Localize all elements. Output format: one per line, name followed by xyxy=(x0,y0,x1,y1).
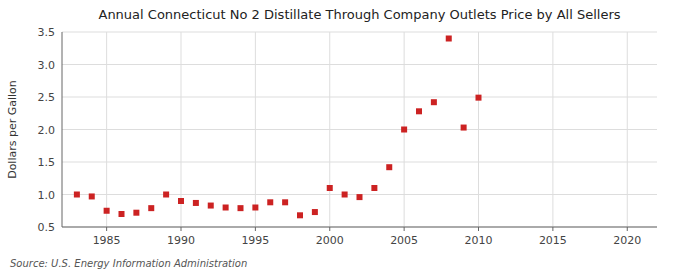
point xyxy=(327,185,333,191)
x-grid-line xyxy=(181,32,182,227)
point xyxy=(357,194,363,200)
title: Annual Connecticut No 2 Distillate Throu… xyxy=(98,7,620,22)
point xyxy=(238,205,244,211)
point xyxy=(371,185,377,191)
x-grid-line xyxy=(552,32,553,227)
y-axis-line xyxy=(62,32,63,227)
y-tick-label: 3.0 xyxy=(38,59,56,72)
x-tick xyxy=(478,227,479,231)
x-grid-line xyxy=(627,32,628,227)
point xyxy=(297,212,303,218)
grid xyxy=(62,32,657,227)
x-tick xyxy=(627,227,628,231)
point xyxy=(178,198,184,204)
point xyxy=(252,205,258,211)
x-tick xyxy=(552,227,553,231)
y-grid-line xyxy=(62,227,657,228)
x-tick xyxy=(255,227,256,231)
chart: 0.5 1.0 1.5 2.0 2.5 3.0 3.5 1985 1990 1995 2000 200… xyxy=(0,0,675,275)
y-tick-label: 2.5 xyxy=(38,91,56,104)
point xyxy=(133,210,139,216)
point xyxy=(208,203,214,209)
x-tick-label: 1985 xyxy=(93,234,121,247)
x-tick xyxy=(106,227,107,231)
point xyxy=(446,36,452,42)
x-tick-label: 2000 xyxy=(316,234,344,247)
y-tick-label: 1.5 xyxy=(38,156,56,169)
y-grid-line xyxy=(62,129,657,130)
point xyxy=(476,95,482,101)
source-note: Source: U.S. Energy Information Administ… xyxy=(10,258,247,269)
point xyxy=(342,192,348,198)
point xyxy=(223,205,229,211)
x-grid-line xyxy=(255,32,256,227)
point xyxy=(74,192,80,198)
x-tick-label: 2020 xyxy=(613,234,641,247)
point xyxy=(401,127,407,133)
point xyxy=(163,192,169,198)
y-tick-label: 2.0 xyxy=(38,124,56,137)
point xyxy=(89,193,95,199)
x-tick xyxy=(181,227,182,231)
x-grid-line xyxy=(478,32,479,227)
x-axis-line xyxy=(62,227,657,228)
y-tick-label: 3.5 xyxy=(38,26,56,39)
point xyxy=(193,200,199,206)
point xyxy=(119,211,125,217)
x-tick-label: 1995 xyxy=(241,234,269,247)
x-tick-label: 1990 xyxy=(167,234,195,247)
point xyxy=(431,99,437,105)
point xyxy=(104,208,110,214)
point xyxy=(282,199,288,205)
x-tick-label: 2005 xyxy=(390,234,418,247)
y-grid-line xyxy=(62,162,657,163)
y-tick-label: 0.5 xyxy=(38,221,56,234)
x-tick xyxy=(329,227,330,231)
x-tick xyxy=(404,227,405,231)
y-grid-line xyxy=(62,64,657,65)
point xyxy=(461,125,467,131)
x-grid-line xyxy=(106,32,107,227)
points xyxy=(74,36,482,219)
point xyxy=(267,199,273,205)
x-tick-label: 2010 xyxy=(465,234,493,247)
x-grid-line xyxy=(329,32,330,227)
x-tick-label: 2015 xyxy=(539,234,567,247)
point xyxy=(386,164,392,170)
y-axis-label: Dollars per Gallon xyxy=(6,80,19,179)
point xyxy=(416,108,422,114)
axes: 0.5 1.0 1.5 2.0 2.5 3.0 3.5 1985 1990 1995 2000 200… xyxy=(38,26,658,247)
point xyxy=(148,205,154,211)
y-grid-line xyxy=(62,32,657,33)
y-grid-line xyxy=(62,97,657,98)
point xyxy=(312,209,318,215)
y-tick-label: 1.0 xyxy=(38,189,56,202)
